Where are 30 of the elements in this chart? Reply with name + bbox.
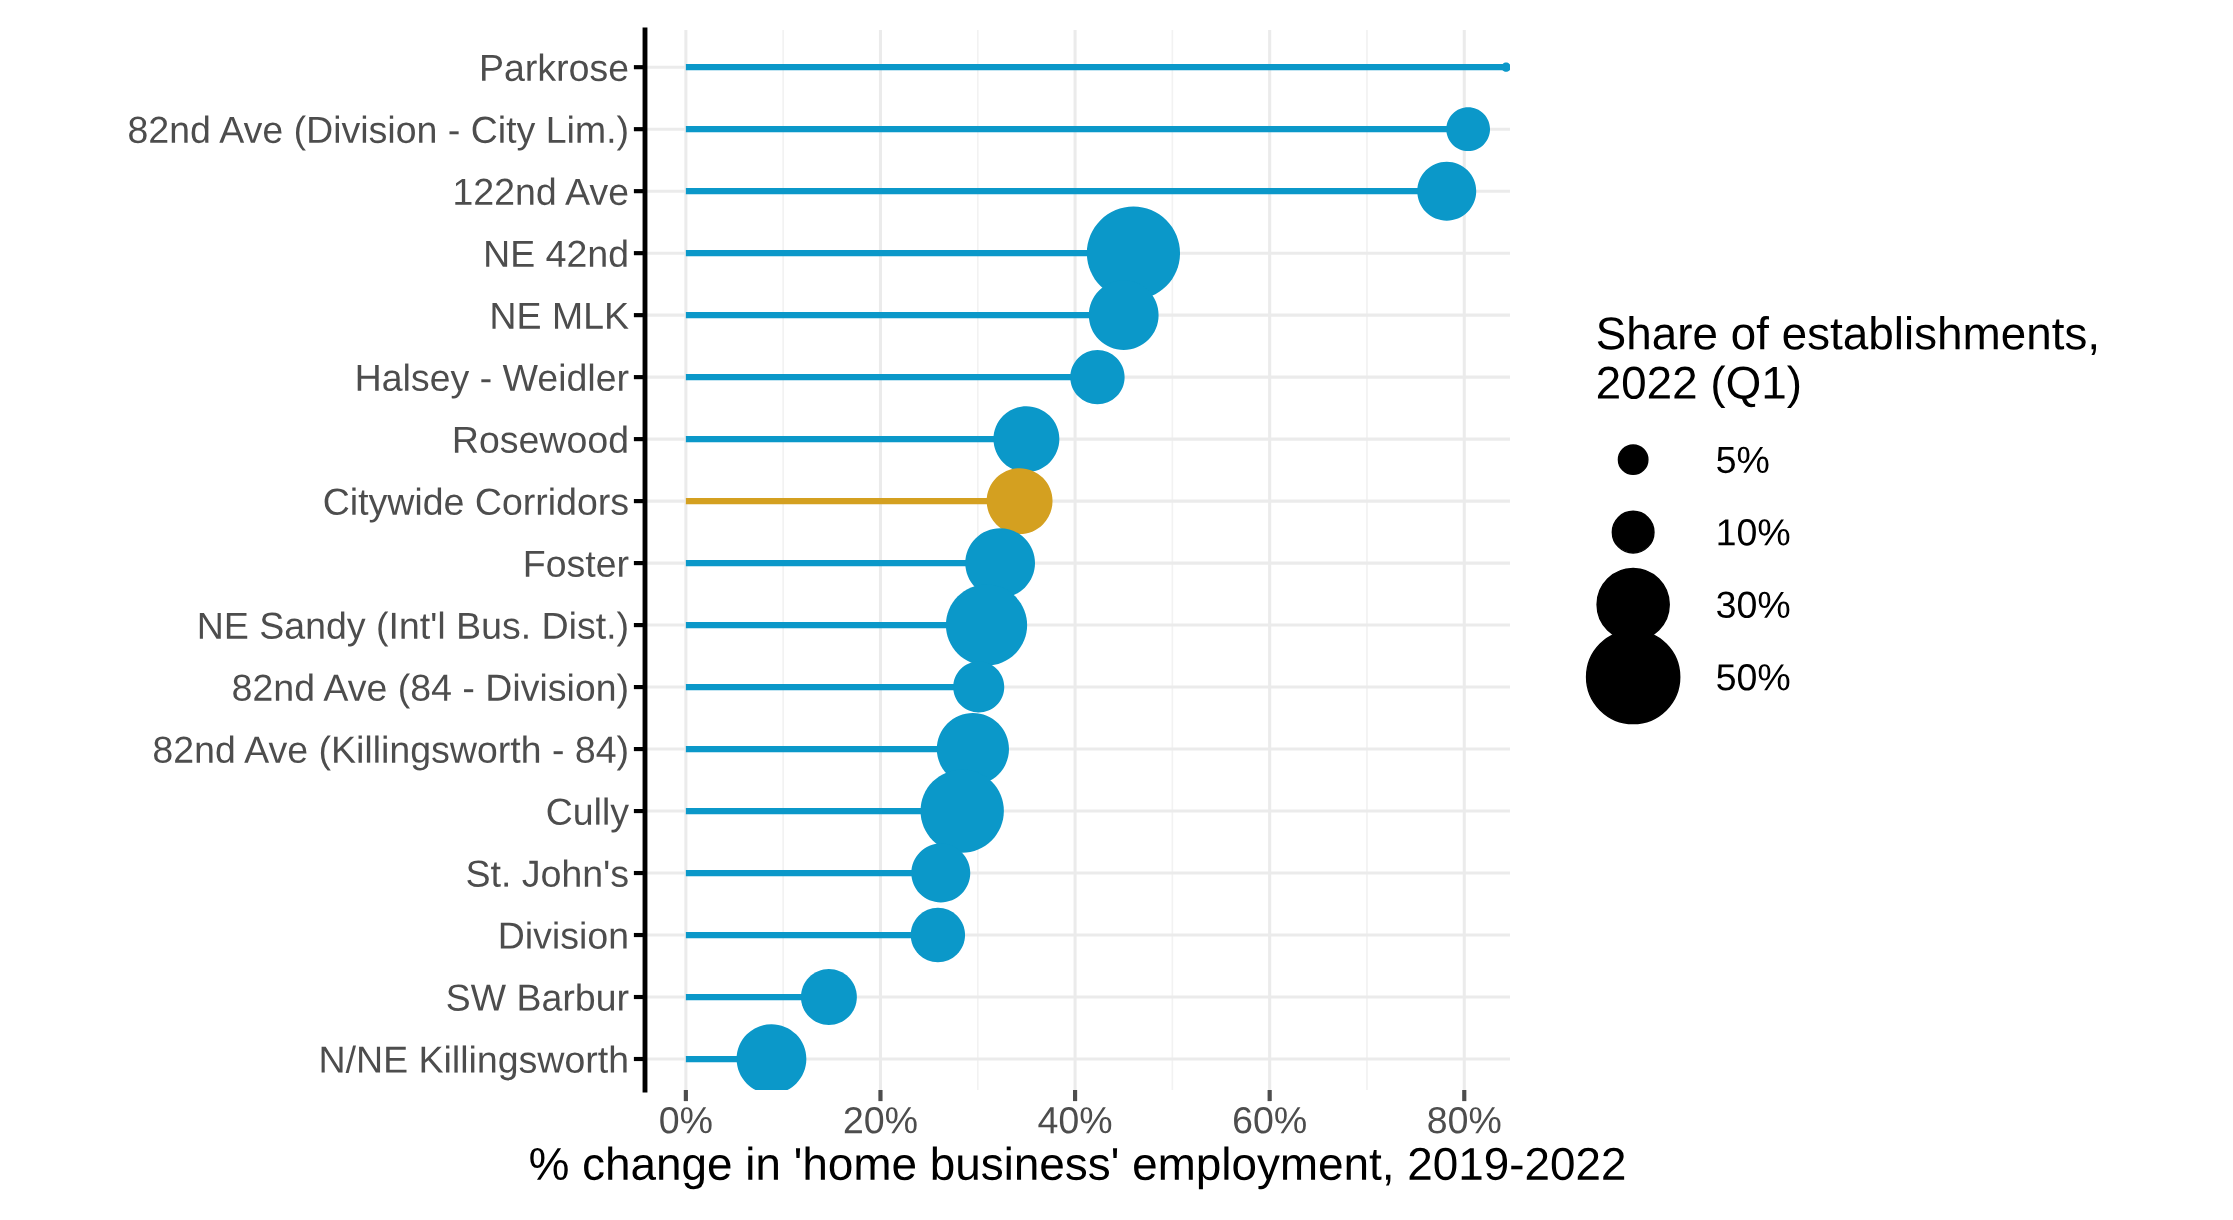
y-tick-label: 122nd Ave: [455, 177, 628, 206]
y-tick-label: Rosewood: [454, 425, 627, 454]
y-tick-label: SW Barbur: [447, 983, 629, 1011]
x-tick-label: 60%: [1234, 1106, 1306, 1134]
x-tick-label: 80%: [1428, 1106, 1501, 1134]
y-tick-label: Halsey - Weidler: [357, 363, 629, 399]
y-tick-label: NE Sandy (Int'l Bus. Dist.): [199, 611, 627, 647]
x-axis-title: % change in 'home business' employment, 2019-2022: [530, 1146, 1625, 1190]
y-tick-label: NE 42nd: [486, 239, 627, 268]
y-tick-label: 82nd Ave (Division - City Lim.): [129, 115, 627, 151]
y-tick-label: Division: [500, 921, 627, 949]
legend-label: 30%: [1717, 591, 1790, 619]
y-tick-label: Foster: [525, 550, 629, 578]
y-tick-label: St. John's: [467, 859, 628, 887]
y-tick-label: NE MLK: [492, 302, 629, 329]
x-tick-label: 40%: [1038, 1106, 1112, 1134]
y-tick-label: Cully: [547, 797, 629, 833]
y-tick-label: Parkrose: [482, 53, 628, 82]
x-tick-label: 20%: [844, 1106, 917, 1134]
y-tick-label: N/NE Killingsworth: [321, 1045, 627, 1081]
y-tick-label: Citywide Corridors: [324, 487, 628, 523]
point: [993, 406, 1060, 473]
x-tick-label: 0%: [660, 1106, 712, 1134]
y-tick-label: 82nd Ave (Killingsworth - 84): [154, 735, 627, 771]
legend-label: 10%: [1718, 519, 1790, 546]
legend-label: 50%: [1717, 663, 1790, 691]
legend-title: Share of establishments, 2022 (Q1): [1597, 316, 2096, 409]
point: [986, 468, 1053, 535]
y-tick-label: 82nd Ave (84 - Division): [233, 673, 627, 709]
legend-label: 5%: [1717, 446, 1769, 474]
